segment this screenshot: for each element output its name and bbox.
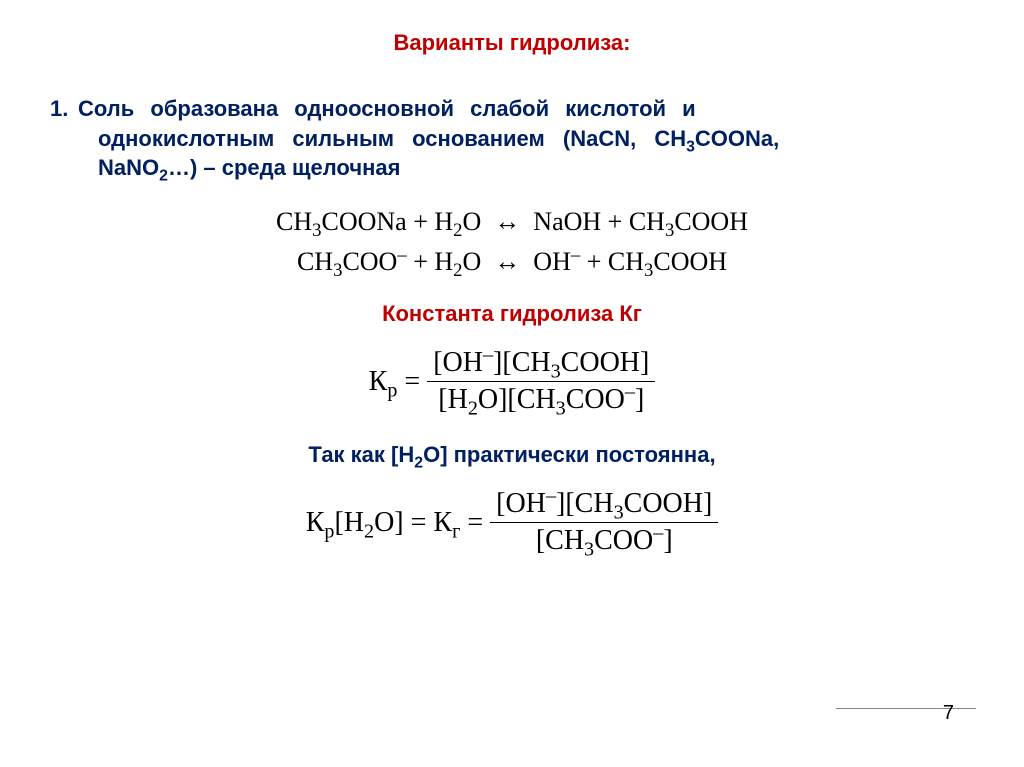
para-line2: однокислотным сильным основанием (NaCN, … xyxy=(50,124,974,154)
para-line1: Соль образована одноосновной слабой кисл… xyxy=(78,96,696,121)
para-line3: NaNO2…) – среда щелочная xyxy=(50,153,974,183)
equation-2: CH3COO– + H2O ↔ OH– + CH3COOH xyxy=(50,247,974,277)
paragraph-1: 1.Соль образована одноосновной слабой ки… xyxy=(50,94,974,183)
fraction-kp: [OH–][CH3COOH] [H2O][CH3COO–] xyxy=(427,347,655,416)
list-num: 1. xyxy=(50,94,78,124)
footer-divider xyxy=(836,708,976,709)
equation-3: Кр = [OH–][CH3COOH] [H2O][CH3COO–] xyxy=(50,347,974,416)
page-number: 7 xyxy=(943,702,954,725)
subheading-1: Константа гидролиза Кг xyxy=(50,301,974,327)
main-title: Варианты гидролиза: xyxy=(50,30,974,56)
equation-1: CH3COONa + H2O ↔ NaOH + CH3COOH xyxy=(50,207,974,237)
fraction-kg: [OH–][CH3COOH] [CH3COO–] xyxy=(490,488,718,557)
note-line: Так как [H2O] практически постоянна, xyxy=(50,442,974,468)
equation-4: Кр[H2O] = Кг = [OH–][CH3COOH] [CH3COO–] xyxy=(50,488,974,557)
